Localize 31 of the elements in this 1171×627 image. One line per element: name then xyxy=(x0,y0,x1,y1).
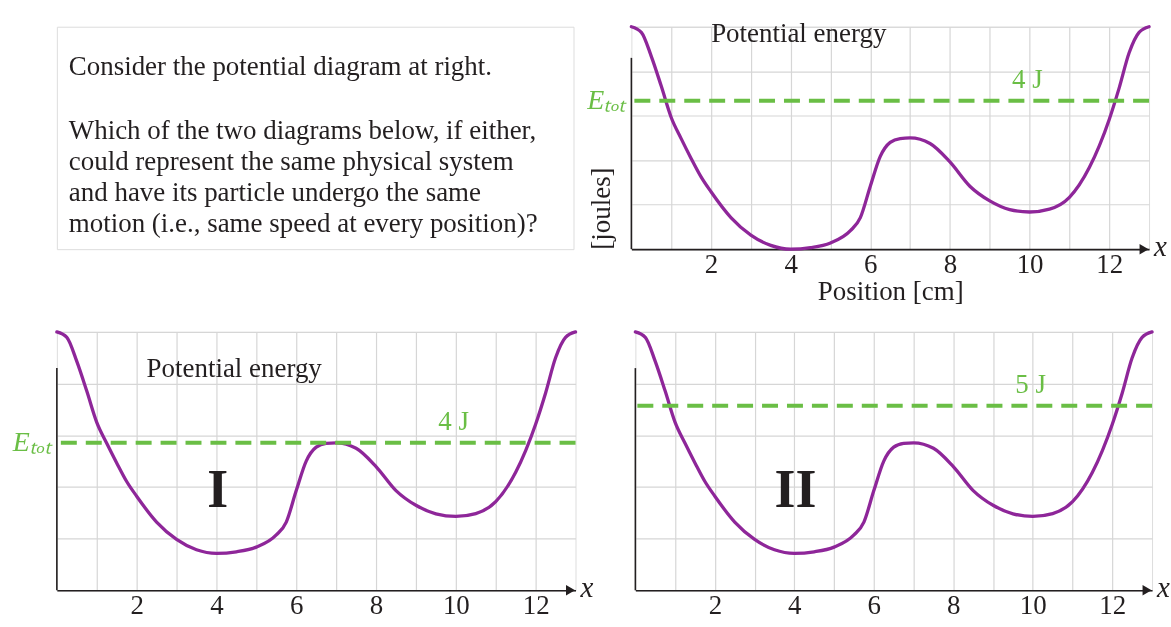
x-tick-label: 4 xyxy=(788,589,803,620)
text: Which of the two diagrams below, if either, could represent the same physical system and have its particle undergo the same motion (i.e., same speed at every position)? xyxy=(68,115,538,239)
x-tick-label: 8 xyxy=(947,589,961,620)
text: II xyxy=(774,459,817,520)
text: Eₜₒₜ xyxy=(11,425,53,457)
text: Eₜₒₜ xyxy=(586,83,628,115)
text: I xyxy=(207,459,229,520)
annotation: Potential energy xyxy=(711,18,887,49)
ref-line-label: 5 J xyxy=(1015,368,1046,399)
x-tick-label: 2 xyxy=(130,589,144,620)
x-tick-label: 8 xyxy=(369,589,384,620)
text: x xyxy=(1153,230,1168,263)
x-tick-label: 10 xyxy=(1019,589,1047,620)
ref-line-label: 4 J xyxy=(1012,63,1043,94)
x-tick-label: 10 xyxy=(1016,248,1044,279)
y-axis-title: [joules] xyxy=(585,167,616,250)
text: Consider the potential diagram at right. xyxy=(68,50,492,81)
x-tick-label: 4 xyxy=(784,248,799,279)
x-tick-label: 10 xyxy=(442,589,470,620)
text: x xyxy=(579,571,594,604)
text: x xyxy=(1156,571,1171,604)
x-tick-label: 2 xyxy=(704,248,719,279)
ref-line-label: 4 J xyxy=(438,405,469,436)
x-tick-label: 2 xyxy=(708,589,723,620)
x-tick-label: 6 xyxy=(290,589,304,620)
x-tick-label: 12 xyxy=(522,589,550,620)
x-tick-label: 12 xyxy=(1096,248,1124,279)
x-tick-label: 4 xyxy=(210,589,225,620)
x-tick-label: 12 xyxy=(1099,589,1127,620)
annotation: Potential energy xyxy=(146,353,323,384)
x-tick-label: 6 xyxy=(867,589,882,620)
